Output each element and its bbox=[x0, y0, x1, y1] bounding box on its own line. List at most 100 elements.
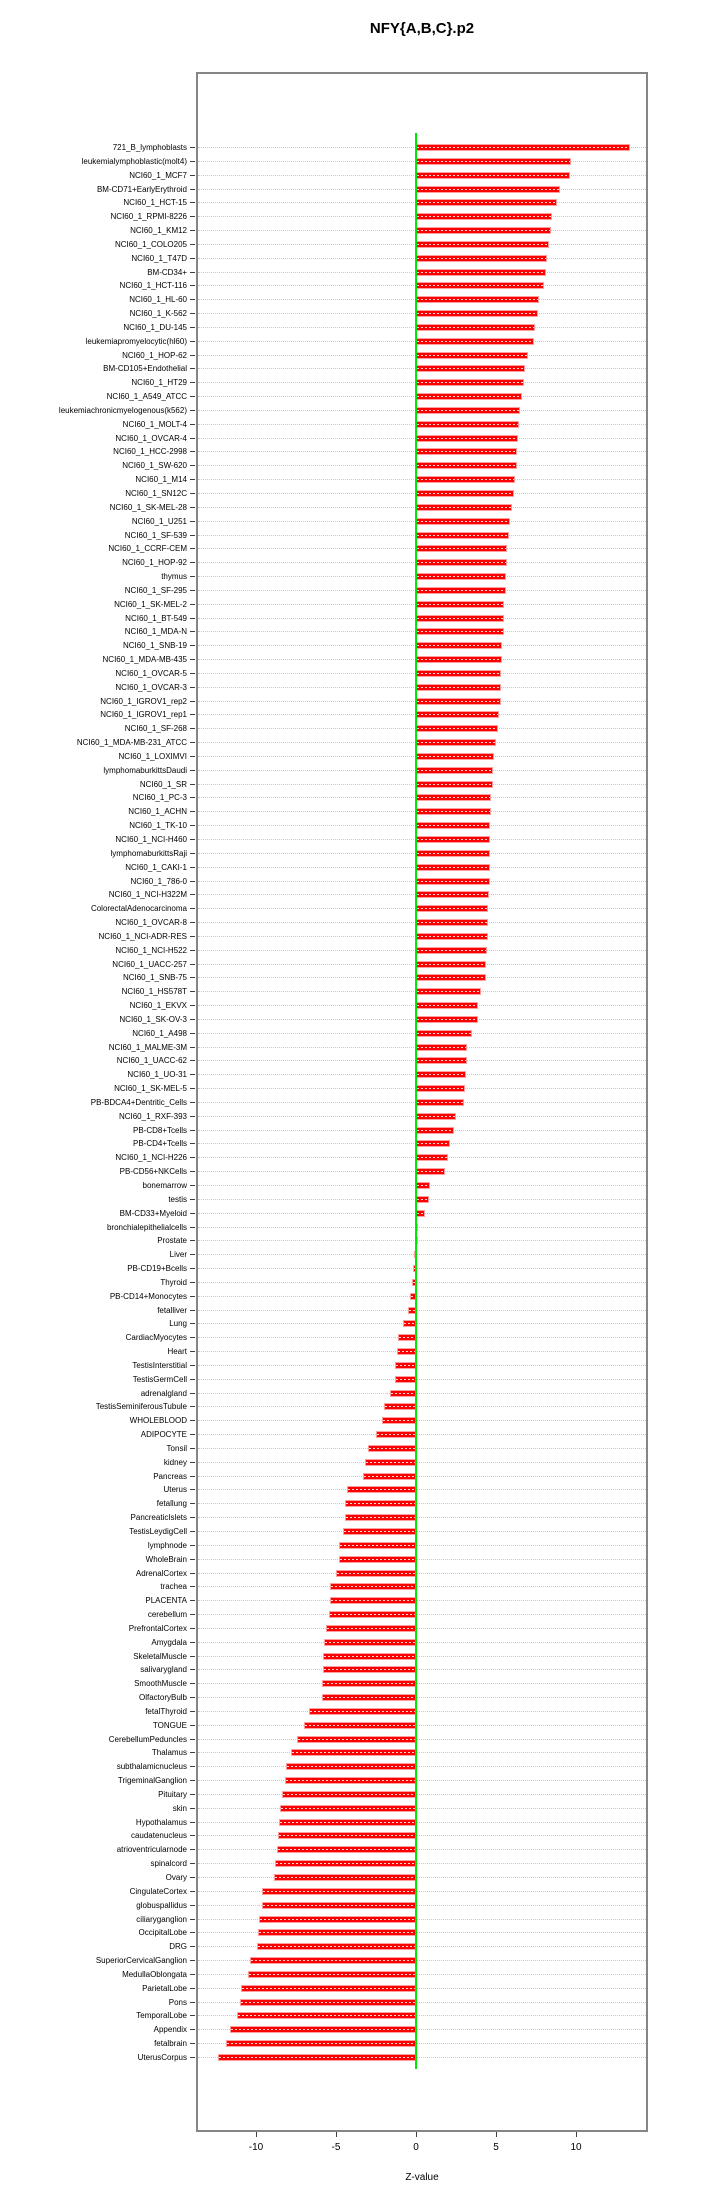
gridline bbox=[198, 1849, 646, 1850]
category-tick bbox=[190, 991, 195, 992]
category-label: NCI60_1_PC-3 bbox=[132, 793, 187, 802]
gridline bbox=[198, 1489, 646, 1490]
bar bbox=[416, 628, 504, 635]
bar-centerline bbox=[417, 313, 537, 314]
category-tick bbox=[190, 1988, 195, 1989]
category-label: NCI60_1_CAKI-1 bbox=[125, 863, 187, 872]
category-label: Pancreas bbox=[153, 1472, 187, 1481]
category-tick bbox=[190, 770, 195, 771]
bar-centerline bbox=[417, 1116, 455, 1117]
category-label: NCI60_1_HS578T bbox=[121, 987, 187, 996]
bar-centerline bbox=[417, 438, 518, 439]
bar bbox=[336, 1570, 416, 1577]
category-tick bbox=[190, 2043, 195, 2044]
gridline bbox=[198, 1974, 646, 1975]
bar-centerline bbox=[417, 576, 505, 577]
bar-centerline bbox=[309, 1711, 415, 1712]
bar-centerline bbox=[417, 881, 489, 882]
gridline bbox=[198, 1656, 646, 1657]
category-label: lymphnode bbox=[147, 1541, 187, 1550]
gridline bbox=[198, 1822, 646, 1823]
bar-centerline bbox=[218, 2057, 415, 2058]
category-tick bbox=[190, 438, 195, 439]
bar bbox=[416, 698, 501, 705]
category-label: TemporalLobe bbox=[136, 2011, 187, 2020]
bar bbox=[279, 1819, 416, 1826]
gridline bbox=[198, 1711, 646, 1712]
bar-centerline bbox=[263, 1891, 415, 1892]
category-tick bbox=[190, 548, 195, 549]
bar-centerline bbox=[417, 825, 490, 826]
bar bbox=[416, 310, 538, 317]
gridline bbox=[198, 1365, 646, 1366]
bar bbox=[416, 711, 500, 718]
category-label: NCI60_1_NCI-H322M bbox=[108, 890, 187, 899]
category-tick bbox=[190, 673, 195, 674]
category-label: SmoothMuscle bbox=[134, 1679, 187, 1688]
category-label: PB-CD56+NKCells bbox=[119, 1167, 187, 1176]
category-tick bbox=[190, 1323, 195, 1324]
category-label: NCI60_1_COLO205 bbox=[114, 240, 187, 249]
category-label: NCI60_1_UACC-257 bbox=[112, 960, 187, 969]
bar-centerline bbox=[417, 175, 569, 176]
category-tick bbox=[190, 825, 195, 826]
category-label: TestisLeydigCell bbox=[129, 1527, 187, 1536]
bar-centerline bbox=[417, 991, 480, 992]
category-label: NCI60_1_EKVX bbox=[129, 1001, 187, 1010]
category-label: NCI60_1_SW-620 bbox=[122, 461, 187, 470]
bar-centerline bbox=[369, 1448, 415, 1449]
category-label: NCI60_1_NCI-ADR-RES bbox=[98, 932, 187, 941]
bar bbox=[416, 1044, 468, 1051]
category-tick bbox=[190, 1946, 195, 1947]
category-label: TestisGermCell bbox=[132, 1375, 187, 1384]
bar bbox=[416, 642, 503, 649]
bar-centerline bbox=[417, 410, 519, 411]
category-tick bbox=[190, 1282, 195, 1283]
category-tick bbox=[190, 1171, 195, 1172]
category-tick bbox=[190, 1434, 195, 1435]
category-tick bbox=[190, 521, 195, 522]
category-tick bbox=[190, 230, 195, 231]
category-tick bbox=[190, 2029, 195, 2030]
bar bbox=[416, 684, 501, 691]
gridline bbox=[198, 1628, 646, 1629]
bar-centerline bbox=[417, 631, 503, 632]
category-tick bbox=[190, 202, 195, 203]
bar bbox=[416, 504, 512, 511]
category-tick bbox=[190, 562, 195, 563]
bar bbox=[321, 1680, 416, 1687]
category-label: Ovary bbox=[165, 1873, 187, 1882]
gridline bbox=[198, 1932, 646, 1933]
bar bbox=[343, 1528, 416, 1535]
gridline bbox=[198, 1697, 646, 1698]
bar bbox=[304, 1722, 416, 1729]
category-label: Thyroid bbox=[160, 1278, 187, 1287]
category-tick bbox=[190, 1074, 195, 1075]
bar bbox=[363, 1473, 416, 1480]
category-label: leukemiachronicmyelogenous(k562) bbox=[58, 406, 187, 415]
category-tick bbox=[190, 964, 195, 965]
category-label: Tonsil bbox=[166, 1444, 187, 1453]
category-label: NCI60_1_T47D bbox=[131, 254, 187, 263]
bar bbox=[416, 573, 506, 580]
bar-centerline bbox=[417, 977, 486, 978]
gridline bbox=[198, 1282, 646, 1283]
gridline bbox=[198, 1780, 646, 1781]
bar-centerline bbox=[340, 1545, 415, 1546]
category-tick bbox=[190, 2002, 195, 2003]
category-label: UterusCorpus bbox=[137, 2053, 187, 2062]
category-label: OccipitalLobe bbox=[138, 1928, 187, 1937]
bar bbox=[344, 1514, 416, 1521]
category-tick bbox=[190, 189, 195, 190]
gridline bbox=[198, 1600, 646, 1601]
category-label: skin bbox=[172, 1804, 187, 1813]
category-tick bbox=[190, 382, 195, 383]
bar-centerline bbox=[411, 1296, 415, 1297]
category-tick bbox=[190, 1891, 195, 1892]
bar-centerline bbox=[417, 936, 487, 937]
category-tick bbox=[190, 1005, 195, 1006]
bar-centerline bbox=[385, 1406, 415, 1407]
category-tick bbox=[190, 1725, 195, 1726]
bar bbox=[416, 255, 548, 262]
category-tick bbox=[190, 1476, 195, 1477]
